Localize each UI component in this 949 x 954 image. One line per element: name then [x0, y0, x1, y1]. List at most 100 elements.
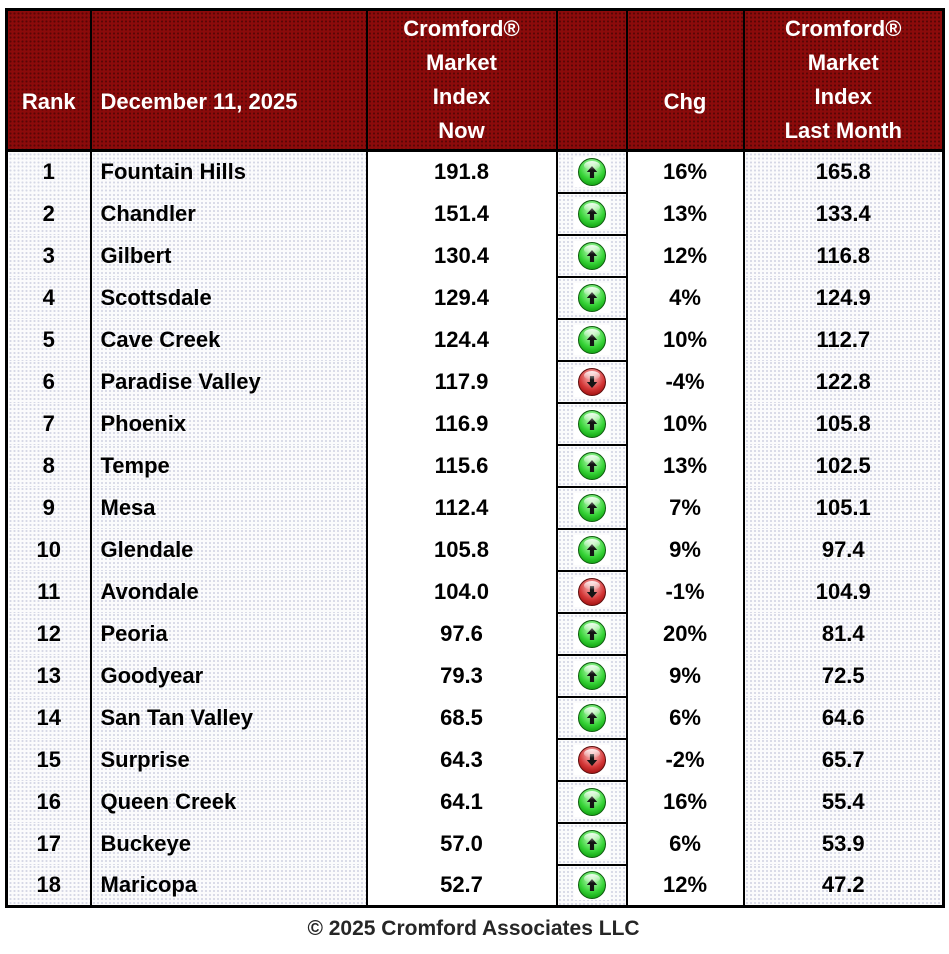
index-now-cell: 104.0	[365, 570, 558, 613]
up-arrow-icon	[577, 829, 606, 858]
table-body: 1 Fountain Hills 191.8 16% 165.8 2 Chandler 151…	[5, 149, 945, 908]
index-last-month-cell: 47.2	[742, 864, 945, 907]
trend-cell	[555, 275, 628, 320]
rank-cell: 12	[5, 612, 92, 655]
city-cell: Goodyear	[89, 654, 368, 697]
index-last-month-cell: 122.8	[742, 360, 945, 403]
chg-cell: 6%	[625, 822, 745, 865]
chg-cell: 9%	[625, 528, 745, 571]
chg-cell: 12%	[625, 864, 745, 907]
index-last-month-cell: 53.9	[742, 822, 945, 865]
index-now-cell: 129.4	[365, 276, 558, 319]
up-arrow-icon	[577, 199, 606, 228]
index-now-cell: 151.4	[365, 192, 558, 235]
city-cell: Peoria	[89, 612, 368, 655]
trend-icon-box	[573, 450, 610, 481]
chg-cell: -2%	[625, 738, 745, 781]
index-last-month-cell: 165.8	[742, 150, 945, 193]
index-last-month-cell: 133.4	[742, 192, 945, 235]
rank-cell: 11	[5, 570, 92, 613]
index-last-month-cell: 104.9	[742, 570, 945, 613]
chg-cell: 6%	[625, 696, 745, 739]
table-row: 18 Maricopa 52.7 12% 47.2	[5, 863, 945, 908]
up-arrow-icon	[577, 619, 606, 648]
table-row: 4 Scottsdale 129.4 4% 124.9	[5, 275, 945, 320]
trend-cell	[555, 821, 628, 866]
table-row: 2 Chandler 151.4 13% 133.4	[5, 191, 945, 236]
header-trend	[555, 9, 628, 152]
trend-icon-box	[573, 198, 610, 229]
index-last-month-cell: 112.7	[742, 318, 945, 361]
rank-cell: 6	[5, 360, 92, 403]
up-arrow-icon	[577, 325, 606, 354]
cromford-index-table: Rank December 11, 2025 Cromford® Market …	[5, 8, 945, 908]
header-date: December 11, 2025	[89, 9, 368, 152]
chg-cell: 13%	[625, 444, 745, 487]
table-row: 8 Tempe 115.6 13% 102.5	[5, 443, 945, 488]
trend-cell	[555, 695, 628, 740]
chg-cell: 4%	[625, 276, 745, 319]
index-now-cell: 57.0	[365, 822, 558, 865]
city-cell: Glendale	[89, 528, 368, 571]
index-now-cell: 52.7	[365, 864, 558, 907]
chg-cell: 10%	[625, 318, 745, 361]
trend-cell	[555, 359, 628, 404]
trend-cell	[555, 401, 628, 446]
city-cell: Tempe	[89, 444, 368, 487]
city-cell: Surprise	[89, 738, 368, 781]
index-now-cell: 64.1	[365, 780, 558, 823]
chg-cell: 16%	[625, 150, 745, 193]
rank-cell: 10	[5, 528, 92, 571]
trend-cell	[555, 191, 628, 236]
index-now-cell: 68.5	[365, 696, 558, 739]
trend-cell	[555, 611, 628, 656]
up-arrow-icon	[577, 703, 606, 732]
trend-cell	[555, 863, 628, 908]
index-last-month-cell: 55.4	[742, 780, 945, 823]
rank-cell: 18	[5, 864, 92, 907]
trend-icon-box	[573, 660, 610, 691]
table-row: 17 Buckeye 57.0 6% 53.9	[5, 821, 945, 866]
trend-icon-box	[573, 828, 610, 859]
city-cell: Cave Creek	[89, 318, 368, 361]
table-row: 11 Avondale 104.0 -1% 104.9	[5, 569, 945, 614]
index-now-cell: 112.4	[365, 486, 558, 529]
rank-cell: 3	[5, 234, 92, 277]
rank-cell: 15	[5, 738, 92, 781]
index-last-month-cell: 72.5	[742, 654, 945, 697]
index-last-month-cell: 116.8	[742, 234, 945, 277]
trend-icon-box	[573, 408, 610, 439]
city-cell: Maricopa	[89, 864, 368, 907]
up-arrow-icon	[577, 283, 606, 312]
rank-cell: 13	[5, 654, 92, 697]
city-cell: San Tan Valley	[89, 696, 368, 739]
table-row: 6 Paradise Valley 117.9 -4% 122.8	[5, 359, 945, 404]
chg-cell: 13%	[625, 192, 745, 235]
trend-cell	[555, 569, 628, 614]
table-row: 3 Gilbert 130.4 12% 116.8	[5, 233, 945, 278]
table-row: 16 Queen Creek 64.1 16% 55.4	[5, 779, 945, 824]
table-row: 5 Cave Creek 124.4 10% 112.7	[5, 317, 945, 362]
index-last-month-cell: 124.9	[742, 276, 945, 319]
rank-cell: 8	[5, 444, 92, 487]
down-arrow-icon	[577, 745, 606, 774]
header-rank: Rank	[5, 9, 92, 152]
rank-cell: 16	[5, 780, 92, 823]
rank-cell: 14	[5, 696, 92, 739]
trend-cell	[555, 233, 628, 278]
trend-cell	[555, 653, 628, 698]
trend-icon-box	[573, 492, 610, 523]
up-arrow-icon	[577, 661, 606, 690]
up-arrow-icon	[577, 241, 606, 270]
trend-cell	[555, 737, 628, 782]
index-now-cell: 105.8	[365, 528, 558, 571]
city-cell: Chandler	[89, 192, 368, 235]
copyright-notice: © 2025 Cromford Associates LLC	[307, 917, 640, 940]
trend-cell	[555, 149, 628, 194]
rank-cell: 9	[5, 486, 92, 529]
index-last-month-cell: 65.7	[742, 738, 945, 781]
trend-icon-box	[573, 702, 610, 733]
down-arrow-icon	[577, 367, 606, 396]
up-arrow-icon	[577, 409, 606, 438]
